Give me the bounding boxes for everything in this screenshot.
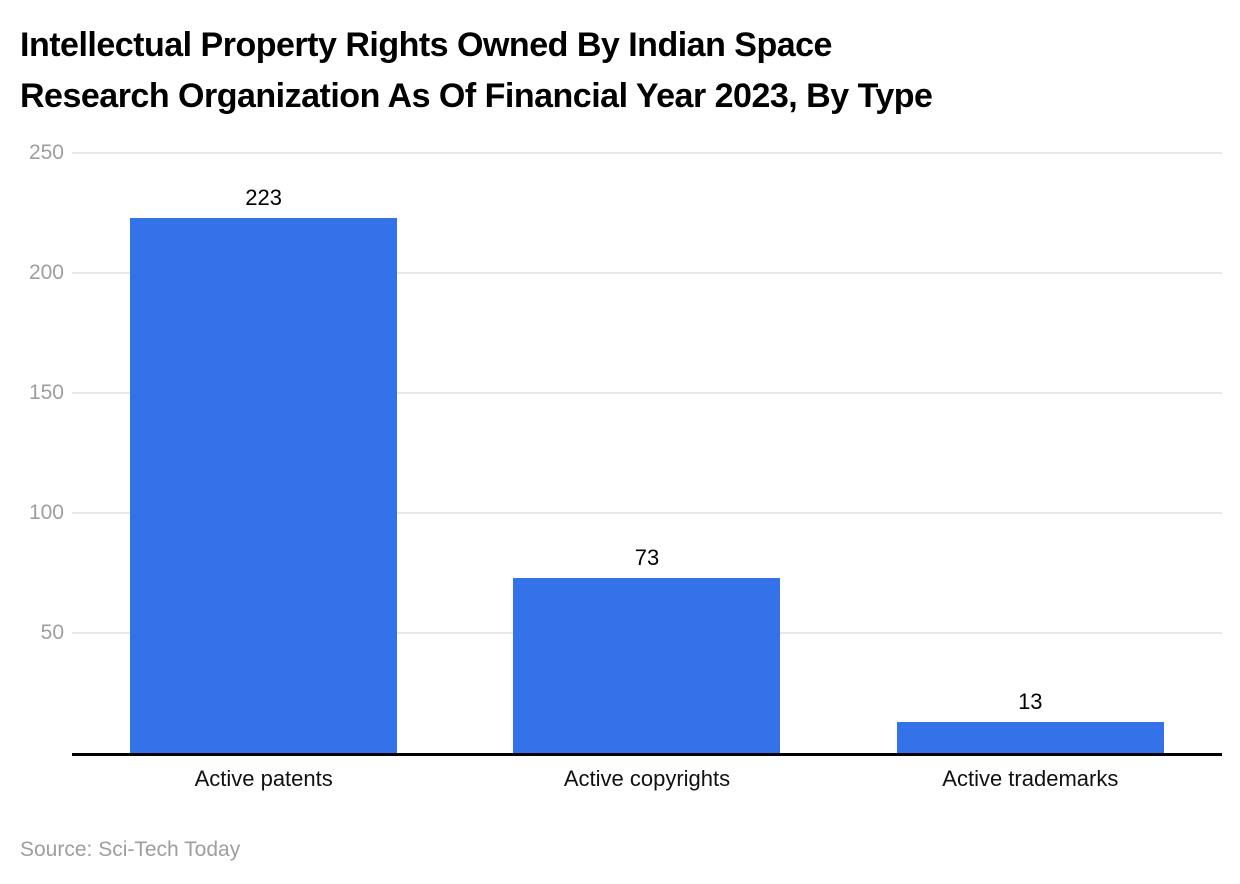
bar-active-copyrights: 73 [513,545,781,753]
source-note: Source: Sci-Tech Today [20,838,241,861]
bars-row: 223 73 13 [72,153,1222,753]
bar-value-label: 223 [245,184,283,210]
bar-active-trademarks: 13 [896,689,1164,753]
bar-slot-0: 223 [72,153,455,753]
x-label-active-copyrights: Active copyrights [563,766,731,791]
bar-value-label: 73 [634,544,660,570]
x-axis-labels: Active patents Active copyrights Active tr… [72,766,1222,792]
bar-active-patents: 223 [130,185,398,753]
chart-title-line-1: Intellectual Property Rights Owned By In… [20,26,832,64]
plot-area: 223 73 13 [72,152,1222,756]
gridline-250 [72,152,1222,154]
x-label-active-trademarks: Active trademarks [942,766,1119,791]
y-tick-label-50: 50 [40,621,64,644]
bar-slot-2: 13 [839,153,1222,753]
gridline-100 [72,512,1222,514]
y-tick-label-200: 200 [28,261,64,284]
gridline-200 [72,272,1222,274]
x-label-active-patents: Active patents [194,766,333,791]
y-axis: 50 100 150 200 250 [0,142,64,753]
y-tick-label-250: 250 [28,141,64,164]
chart-title-line-2: Research Organization As Of Financial Ye… [20,77,933,115]
bar-slot-1: 73 [455,153,838,753]
chart-title: Intellectual Property Rights Owned By In… [20,20,1210,122]
gridline-150 [72,392,1222,394]
y-tick-label-100: 100 [28,501,64,524]
y-tick-label-150: 150 [28,381,64,404]
bar-value-label: 13 [1018,688,1043,714]
